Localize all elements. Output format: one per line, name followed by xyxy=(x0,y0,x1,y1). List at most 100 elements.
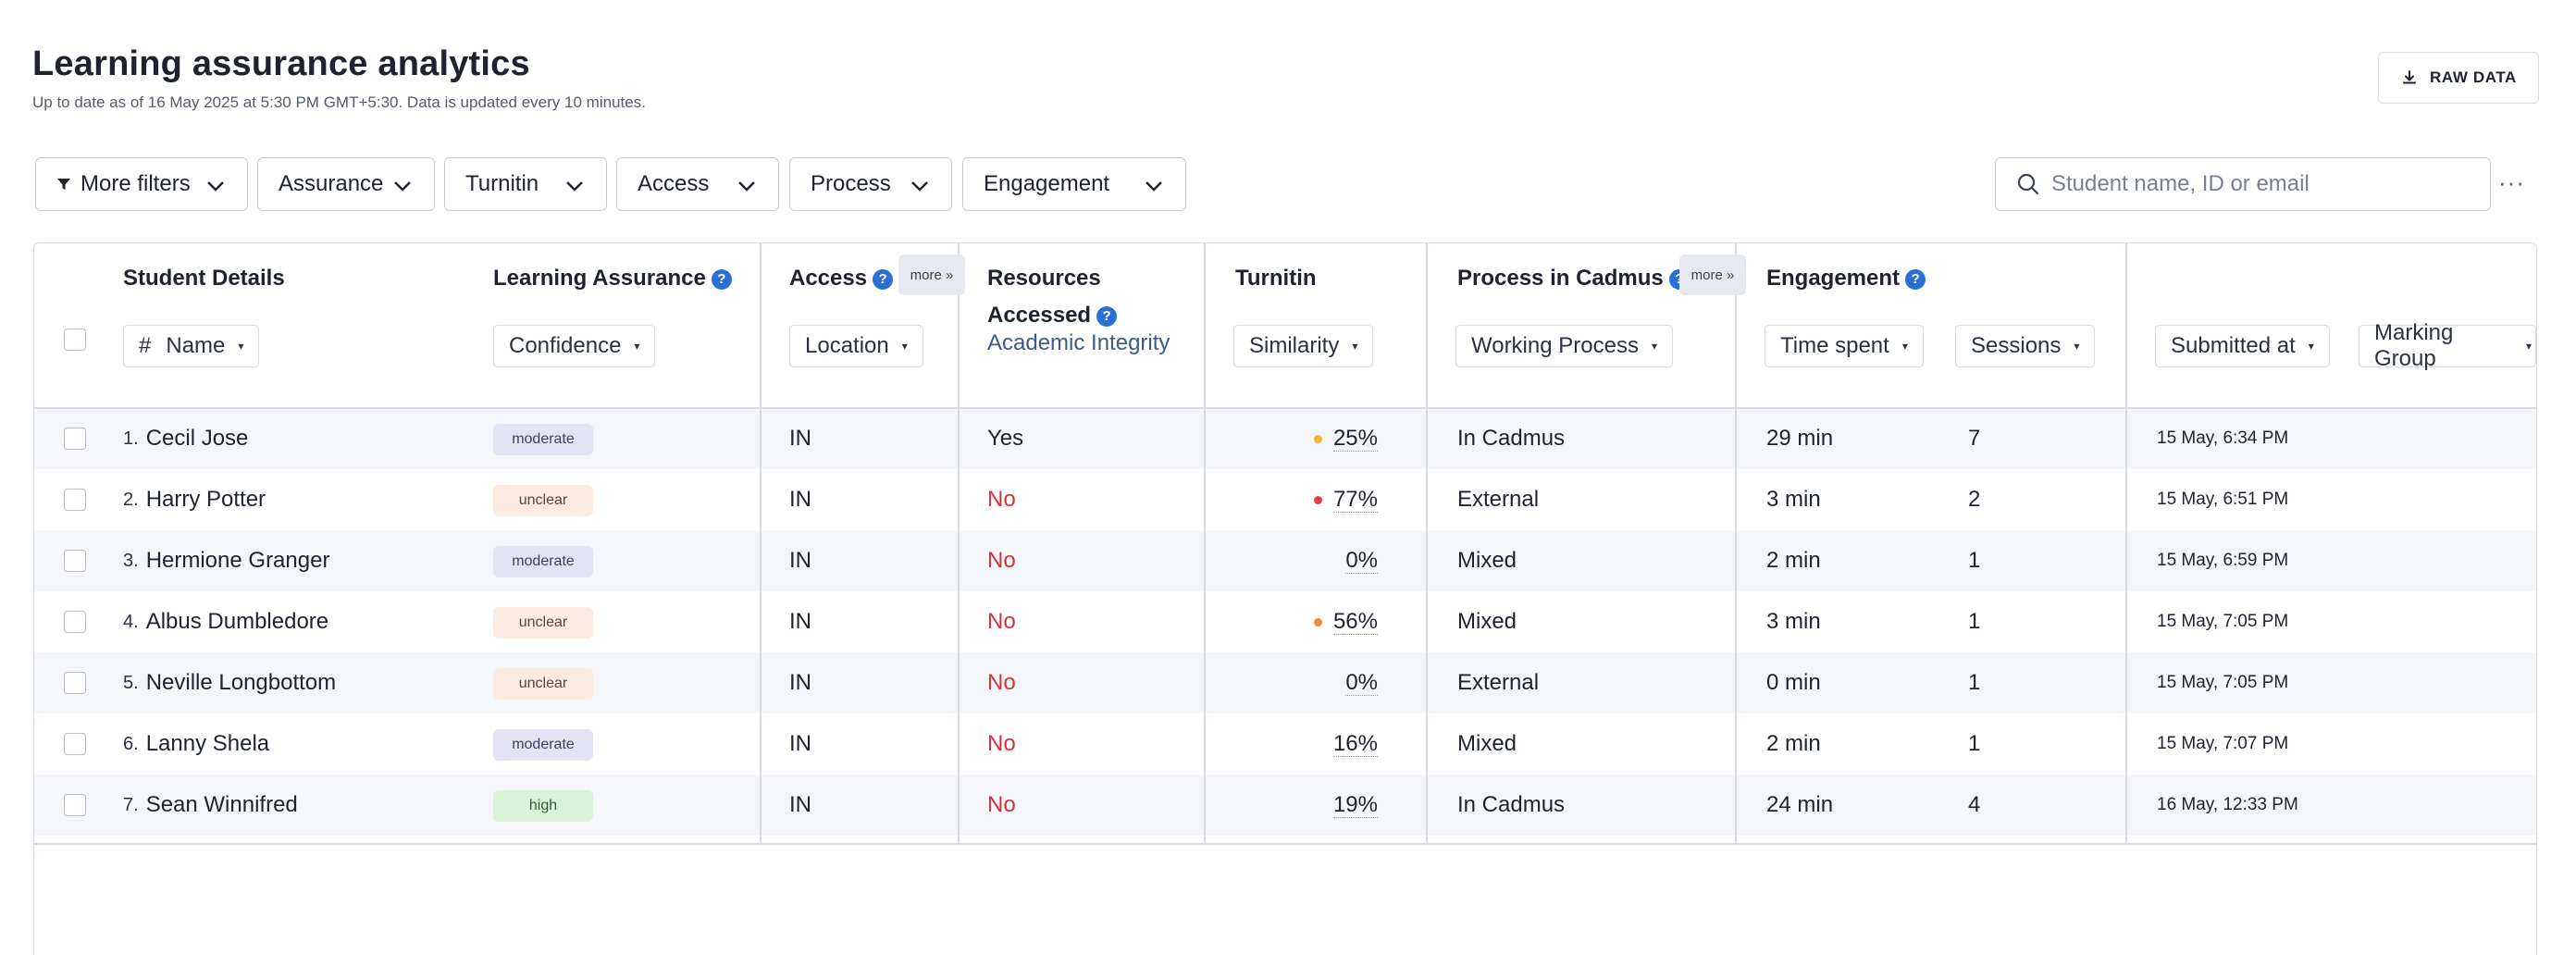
engagement-label: Engagement xyxy=(1766,266,1901,291)
student-name-cell[interactable]: 4. Albus Dumbledore xyxy=(123,591,328,652)
assurance-filter[interactable]: Assurance xyxy=(257,157,435,211)
turnitin-filter[interactable]: Turnitin xyxy=(444,157,607,211)
row-checkbox[interactable] xyxy=(64,794,86,816)
process-cell: In Cadmus xyxy=(1457,792,1566,817)
help-icon[interactable]: ? xyxy=(873,269,894,290)
table-row[interactable] xyxy=(34,530,2536,591)
funnel-icon xyxy=(57,179,70,190)
chevron-down-icon xyxy=(394,181,411,192)
row-number: 5. xyxy=(123,672,139,693)
sort-time-spent-button[interactable]: Time spent ▾ xyxy=(1765,325,1924,367)
caret-down-icon: ▾ xyxy=(1901,340,1908,353)
confidence-badge: moderate xyxy=(493,729,593,761)
submitted-at-cell: 15 May, 7:05 PM xyxy=(2157,612,2289,631)
sort-location-button[interactable]: Location ▾ xyxy=(789,325,923,367)
row-number: 4. xyxy=(123,611,139,632)
process-filter[interactable]: Process xyxy=(789,157,952,211)
confidence-badge: unclear xyxy=(493,668,593,700)
help-icon[interactable]: ? xyxy=(711,269,732,290)
row-checkbox[interactable] xyxy=(64,733,86,755)
student-search[interactable] xyxy=(1995,157,2491,211)
turnitin-filter-label: Turnitin xyxy=(465,171,539,196)
engagement-filter[interactable]: Engagement xyxy=(962,157,1186,211)
sort-similarity-button[interactable]: Similarity ▾ xyxy=(1233,325,1374,367)
resources-cell: No xyxy=(987,792,1016,817)
process-cell: Mixed xyxy=(1457,731,1517,756)
similarity-cell[interactable]: 77% xyxy=(1267,469,1378,530)
academic-integrity-link[interactable]: Academic Integrity xyxy=(987,330,1170,355)
sort-working-process-button[interactable]: Working Process ▾ xyxy=(1455,325,1673,367)
student-name-cell[interactable]: 3. Hermione Granger xyxy=(123,530,329,591)
resources-cell: No xyxy=(987,731,1016,756)
sort-marking-group-button[interactable]: Marking Group ▾ xyxy=(2359,320,2536,371)
process-cell: Mixed xyxy=(1457,548,1517,573)
chevron-down-icon xyxy=(566,181,583,192)
caret-down-icon: ▾ xyxy=(901,340,908,353)
students-table: Student Details Learning Assurance? Acce… xyxy=(33,242,2537,955)
similarity-cell[interactable]: 0% xyxy=(1267,530,1378,591)
caret-down-icon: ▾ xyxy=(634,340,640,353)
chevron-down-icon xyxy=(207,181,224,192)
location-cell: IN xyxy=(789,487,811,512)
search-icon xyxy=(2017,173,2039,195)
resources-cell: No xyxy=(987,609,1016,634)
more-filters-button[interactable]: More filters xyxy=(35,157,248,211)
process-in-cadmus-header: Process in Cadmus? xyxy=(1457,260,1690,297)
similarity-cell[interactable]: 56% xyxy=(1267,591,1378,652)
student-name-cell[interactable]: 6. Lanny Shela xyxy=(123,713,269,775)
similarity-value: 19% xyxy=(1332,791,1378,818)
student-name-cell[interactable]: 7. Sean Winnifred xyxy=(123,775,298,836)
table-row[interactable] xyxy=(34,408,2536,469)
row-checkbox[interactable] xyxy=(64,672,86,694)
sort-sessions-button[interactable]: Sessions ▾ xyxy=(1955,325,2096,367)
row-checkbox[interactable] xyxy=(64,489,86,511)
location-cell: IN xyxy=(789,426,811,451)
search-input[interactable] xyxy=(2051,171,2458,197)
student-name-cell[interactable]: 5. Neville Longbottom xyxy=(123,652,336,713)
row-checkbox[interactable] xyxy=(64,428,86,450)
process-cell: External xyxy=(1457,670,1540,695)
row-checkbox[interactable] xyxy=(64,550,86,572)
student-name-cell[interactable]: 2. Harry Potter xyxy=(123,469,266,530)
help-icon[interactable]: ? xyxy=(1905,269,1926,290)
similarity-cell[interactable]: 19% xyxy=(1267,775,1378,836)
resources-cell: No xyxy=(987,670,1016,695)
sessions-cell: 2 xyxy=(1968,487,1981,512)
chevron-down-icon xyxy=(911,181,928,192)
caret-down-icon: ▾ xyxy=(2525,340,2532,353)
select-all-checkbox[interactable] xyxy=(64,329,86,351)
download-icon xyxy=(2403,70,2417,84)
more-options-icon[interactable]: ··· xyxy=(2498,168,2525,196)
help-icon[interactable]: ? xyxy=(1096,306,1118,327)
process-more-button[interactable]: more » xyxy=(1679,254,1746,295)
resources-accessed-header: Resources Accessed? xyxy=(987,260,1118,334)
sessions-cell: 4 xyxy=(1968,792,1981,817)
student-name-cell[interactable]: 1. Cecil Jose xyxy=(123,408,248,469)
time-spent-cell: 24 min xyxy=(1766,792,1834,817)
row-checkbox[interactable] xyxy=(64,611,86,633)
process-in-cadmus-label: Process in Cadmus xyxy=(1457,266,1664,291)
access-filter[interactable]: Access xyxy=(616,157,779,211)
similarity-cell[interactable]: 0% xyxy=(1267,652,1378,713)
table-row[interactable] xyxy=(34,652,2536,713)
process-filter-label: Process xyxy=(811,171,891,196)
sort-confidence-button[interactable]: Confidence ▾ xyxy=(493,325,656,367)
submitted-at-cell: 16 May, 12:33 PM xyxy=(2157,795,2298,814)
access-more-button[interactable]: more » xyxy=(898,254,965,295)
raw-data-button[interactable]: RAW DATA xyxy=(2378,52,2539,104)
hash-label: # xyxy=(139,333,152,358)
resources-label-line2-text: Accessed xyxy=(987,303,1092,328)
submitted-at-column-label: Submitted at xyxy=(2171,333,2296,358)
table-row[interactable] xyxy=(34,775,2536,836)
sort-submitted-at-button[interactable]: Submitted at ▾ xyxy=(2155,325,2330,367)
resources-label-line1: Resources xyxy=(987,266,1101,291)
submitted-at-cell: 15 May, 6:34 PM xyxy=(2157,428,2289,448)
similarity-column-label: Similarity xyxy=(1249,333,1340,358)
location-cell: IN xyxy=(789,609,811,634)
similarity-cell[interactable]: 25% xyxy=(1267,408,1378,469)
sort-name-button[interactable]: # Name ▾ xyxy=(123,325,260,367)
page-title: Learning assurance analytics xyxy=(32,44,530,83)
submitted-at-cell: 15 May, 7:05 PM xyxy=(2157,673,2289,692)
similarity-cell[interactable]: 16% xyxy=(1267,713,1378,775)
similarity-dot xyxy=(1313,434,1322,443)
